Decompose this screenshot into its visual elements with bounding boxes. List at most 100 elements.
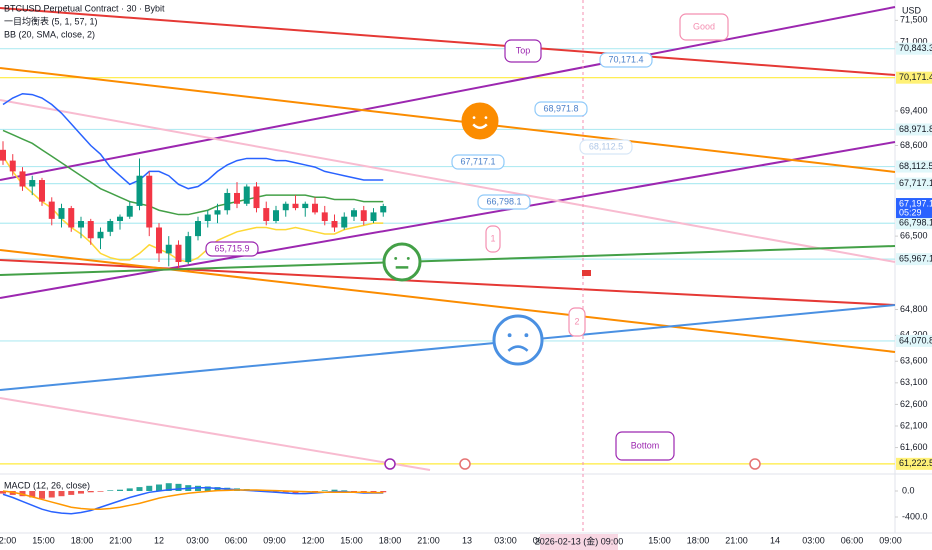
candle-body	[156, 227, 162, 254]
price-tag-label: 61,222.5	[899, 458, 932, 468]
x-tick-label: 03:00	[802, 535, 825, 545]
price-tag	[896, 457, 932, 470]
trend-line	[0, 6, 896, 181]
candle-body	[224, 192, 231, 211]
candle-body	[165, 244, 172, 254]
trend-line	[0, 141, 896, 299]
x-tick-label: 09:00	[879, 535, 902, 545]
y-tick-label: 62,600	[900, 399, 928, 409]
x-tick-label: 18:00	[379, 535, 402, 545]
legend-text: BB (20, SMA, close, 2)	[4, 29, 95, 39]
trend-line	[0, 304, 896, 391]
bb-upper	[2, 92, 384, 190]
macd-hist	[126, 488, 133, 491]
candle-body	[370, 212, 377, 222]
trend-line	[0, 259, 896, 306]
candle-body	[273, 210, 279, 222]
candle-body	[78, 221, 84, 228]
macd-hist	[97, 491, 104, 492]
y-tick-label: 66,500	[900, 230, 928, 240]
candle-body	[380, 206, 387, 213]
callout	[568, 307, 586, 337]
trend-line	[0, 7, 896, 76]
smiley-eye	[472, 116, 476, 119]
x-tick-label: 13	[462, 535, 472, 545]
x-tick-label: 12:00	[0, 535, 16, 545]
trend-line	[0, 249, 896, 353]
macd-hist	[136, 487, 143, 491]
y-tick-label: 64,200	[900, 330, 928, 340]
macd-hist	[380, 491, 387, 493]
y-tick-label: 69,400	[900, 105, 928, 115]
price-tag	[896, 71, 932, 84]
candle-body	[68, 208, 75, 228]
candle-body	[331, 221, 338, 228]
x-tick-label: 15:00	[32, 535, 55, 545]
price-tag	[896, 217, 932, 230]
trend-line	[0, 397, 431, 471]
callout-text: 68,112.5	[589, 141, 623, 151]
candle-body	[126, 205, 133, 217]
callout-text: Top	[516, 45, 531, 55]
smiley-eye	[394, 256, 398, 260]
x-tick-label: 03:00	[494, 535, 517, 545]
x-tick-label: 21:00	[109, 535, 132, 545]
crosshair-label-bg	[540, 534, 618, 550]
last-price-label: 67,197.1	[899, 198, 932, 208]
macd-hist	[351, 491, 357, 492]
y-tick-label: 63,600	[900, 356, 928, 366]
smiley-eye	[524, 333, 529, 338]
last-price-tag	[896, 198, 932, 219]
price-tag	[896, 177, 932, 190]
candle-body	[312, 203, 318, 213]
callout	[485, 225, 501, 253]
candle-body	[136, 175, 143, 206]
bb-basis	[2, 129, 384, 216]
smiley	[382, 242, 422, 282]
candle-body	[185, 236, 192, 263]
event-icon	[749, 458, 761, 470]
macd-hist	[331, 489, 338, 491]
callout-text: 1	[490, 233, 495, 243]
candle-body	[97, 231, 104, 239]
y-tick-label: 63,100	[900, 377, 928, 387]
macd-hist	[204, 486, 211, 491]
x-tick-label: 15:00	[648, 535, 671, 545]
event-icon	[459, 458, 471, 470]
callout	[534, 101, 588, 117]
x-tick-label: 18:00	[71, 535, 94, 545]
callout	[477, 194, 531, 210]
macd-hist	[341, 490, 348, 491]
macd-hist	[48, 491, 55, 498]
callout	[504, 39, 542, 63]
callout	[599, 52, 653, 68]
candle-body	[117, 216, 123, 222]
callout	[205, 241, 259, 257]
smiley-mouth	[472, 123, 488, 130]
y-tick-label: 61,600	[900, 442, 928, 452]
price-tag-label: 65,967.1	[899, 253, 932, 263]
crosshair-label: 2026-02-13 (金) 09:00	[535, 535, 624, 546]
candle-body	[48, 201, 55, 219]
x-tick-label: 14	[770, 535, 780, 545]
price-tag-label: 64,070.8	[899, 335, 932, 345]
candle-body	[341, 216, 348, 228]
macd-hist	[146, 485, 153, 491]
candle-body	[282, 203, 289, 211]
callout-text: 65,715.9	[214, 243, 249, 253]
legend-text: BTCUSD Perpetual Contract · 30 · Bybit	[4, 3, 165, 13]
smiley-eye	[406, 256, 410, 260]
macd-hist	[87, 491, 94, 493]
price-tag	[896, 42, 932, 55]
x-tick-label: 12	[154, 535, 164, 545]
smiley-eye	[507, 333, 512, 338]
candle-body	[243, 186, 250, 204]
callout	[451, 154, 505, 170]
x-tick-label: 06:00	[225, 535, 248, 545]
x-tick-label: 15:00	[340, 535, 363, 545]
candle-body	[204, 214, 211, 222]
x-tick-label: 18:00	[687, 535, 710, 545]
callout-text: 67,717.1	[460, 156, 495, 166]
price-tag-label: 70,171.4	[899, 72, 932, 82]
